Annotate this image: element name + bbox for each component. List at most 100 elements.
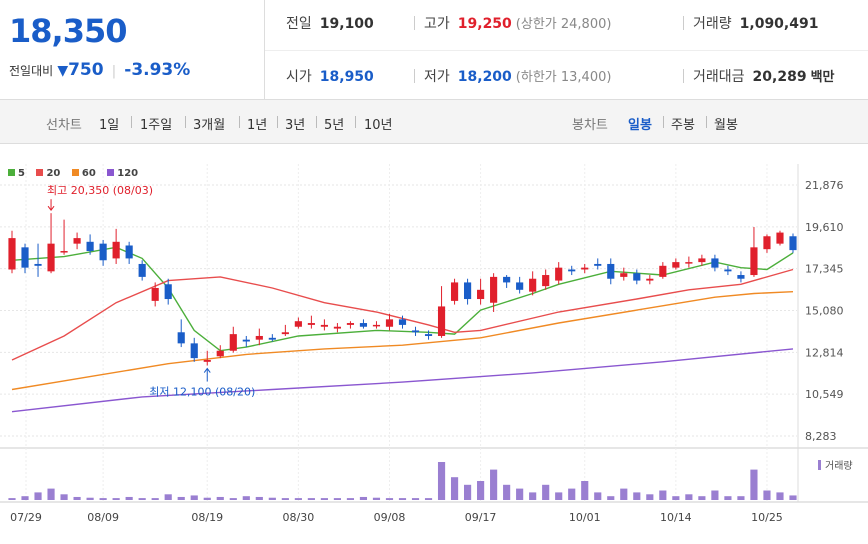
low-annotation: 최저 12,100 (08/20) bbox=[149, 386, 255, 399]
legend-item-ma120: 120 bbox=[107, 168, 138, 179]
candle-body bbox=[724, 269, 732, 272]
volume-bar bbox=[125, 496, 133, 500]
candle-body bbox=[47, 243, 55, 272]
candle-body bbox=[789, 236, 797, 251]
stat-label: 전일 bbox=[286, 16, 312, 32]
low-arrow-head-icon bbox=[203, 367, 211, 373]
candle-body bbox=[594, 263, 602, 266]
candle-body bbox=[646, 278, 654, 281]
candle-body bbox=[385, 319, 394, 327]
volume-bar bbox=[672, 496, 680, 500]
volume-bar bbox=[633, 492, 641, 500]
candle-body bbox=[372, 324, 381, 327]
volume-bar bbox=[385, 498, 394, 500]
candle-body bbox=[151, 287, 159, 301]
axes: 21,876 19,610 17,345 15,080 12,814 10,549 8,28… bbox=[10, 179, 852, 524]
candle-body bbox=[112, 241, 120, 259]
volume-bar bbox=[607, 496, 615, 500]
x-tick-label: 08/30 bbox=[283, 511, 315, 524]
volume-bar bbox=[177, 496, 185, 500]
candle-body bbox=[711, 258, 719, 268]
stat-unit: 백만 bbox=[810, 70, 835, 85]
stat-value: 19,100 bbox=[319, 16, 374, 32]
y-tick-label: 15,080 bbox=[805, 304, 844, 317]
candle-body bbox=[34, 263, 42, 266]
stat-value: 18,950 bbox=[319, 69, 374, 85]
volume-bar bbox=[737, 496, 745, 500]
volume-bar bbox=[359, 496, 368, 500]
volume-bar bbox=[268, 497, 276, 500]
candle-body bbox=[516, 282, 524, 290]
stat-value: 18,200 bbox=[457, 69, 512, 85]
volume-bar bbox=[86, 497, 94, 500]
volume-bar bbox=[789, 495, 797, 500]
volume-bar bbox=[411, 498, 420, 500]
volume-bars bbox=[8, 462, 797, 500]
volume-bar bbox=[320, 498, 328, 500]
candle-chart-label: 봉차트 bbox=[572, 118, 608, 133]
period-1y[interactable]: 1년 bbox=[247, 118, 268, 133]
stat-amount: 거래대금 20,289 백만 bbox=[693, 66, 834, 86]
chart-toolbar: 선차트 1일 1주일 3개월 1년 3년 5년 10년 봉차트 일봉 주봉 월봉 bbox=[0, 100, 868, 144]
ma-legend: 5 20 60 120 bbox=[8, 168, 146, 179]
volume-bar bbox=[281, 498, 289, 500]
candle-period-monthly[interactable]: 월봉 bbox=[714, 118, 738, 133]
period-1d[interactable]: 1일 bbox=[99, 118, 120, 133]
candle-body bbox=[450, 282, 459, 301]
x-tick-label: 10/14 bbox=[660, 511, 692, 524]
volume-bar bbox=[568, 488, 576, 500]
period-3m[interactable]: 3개월 bbox=[193, 118, 226, 133]
stat-volume: 거래량 1,090,491 bbox=[693, 13, 818, 33]
volume-bar bbox=[437, 462, 446, 500]
stat-high: 고가 19,250 (상한가 24,800) bbox=[424, 13, 611, 33]
candle-body bbox=[177, 332, 185, 344]
volume-bar bbox=[529, 492, 537, 500]
stat-open: 시가 18,950 bbox=[286, 66, 374, 86]
volume-bar bbox=[112, 498, 120, 500]
ma20-line bbox=[11, 268, 794, 361]
price-box: 18,350 전일대비 ▼750 | -3.93% bbox=[0, 0, 265, 100]
candle-body bbox=[607, 263, 615, 279]
quote-header: 18,350 전일대비 ▼750 | -3.93% 전일 19,100 고가 19,… bbox=[0, 0, 868, 100]
candle-body bbox=[73, 238, 81, 244]
candle-body bbox=[242, 339, 250, 342]
candle-body bbox=[477, 289, 485, 300]
period-10y[interactable]: 10년 bbox=[364, 118, 393, 133]
volume-bar bbox=[307, 498, 315, 500]
divider bbox=[663, 116, 664, 128]
volume-bar bbox=[490, 469, 498, 500]
candle-body bbox=[698, 258, 706, 263]
y-tick-label: 17,345 bbox=[805, 263, 844, 276]
change-value: 750 bbox=[68, 60, 104, 80]
stat-label: 고가 bbox=[424, 16, 450, 32]
candle-body bbox=[346, 323, 355, 325]
stat-prev-close: 전일 19,100 bbox=[286, 13, 374, 33]
candle-body bbox=[633, 273, 641, 281]
candle-body bbox=[672, 262, 680, 268]
volume-bar bbox=[464, 484, 472, 500]
period-1w[interactable]: 1주일 bbox=[140, 118, 173, 133]
volume-bar bbox=[750, 469, 758, 500]
candle-body bbox=[268, 337, 276, 340]
period-3y[interactable]: 3년 bbox=[285, 118, 306, 133]
candle-period-weekly[interactable]: 주봉 bbox=[671, 118, 695, 133]
stat-value: 19,250 bbox=[457, 16, 512, 32]
volume-bar bbox=[47, 488, 55, 500]
stat-label: 저가 bbox=[424, 69, 450, 85]
change-label: 전일대비 bbox=[9, 64, 54, 78]
legend-item-ma20: 20 bbox=[36, 168, 60, 179]
candle-body bbox=[138, 263, 146, 277]
candle-body bbox=[659, 265, 667, 277]
high-annotation: 최고 20,350 (08/03) bbox=[47, 184, 153, 197]
period-5y[interactable]: 5년 bbox=[324, 118, 345, 133]
legend-label: 60 bbox=[81, 168, 96, 179]
volume-bar bbox=[372, 497, 381, 500]
divider bbox=[706, 116, 707, 128]
line-chart-label: 선차트 bbox=[46, 118, 82, 133]
volume-bar bbox=[190, 495, 198, 500]
candle-period-daily[interactable]: 일봉 bbox=[628, 118, 652, 133]
legend-label: 5 bbox=[18, 168, 25, 179]
candle-body bbox=[503, 276, 511, 283]
volume-label: 거래량 bbox=[825, 460, 853, 472]
price-chart[interactable]: 21,876 19,610 17,345 15,080 12,814 10,549 8,28… bbox=[0, 144, 868, 544]
